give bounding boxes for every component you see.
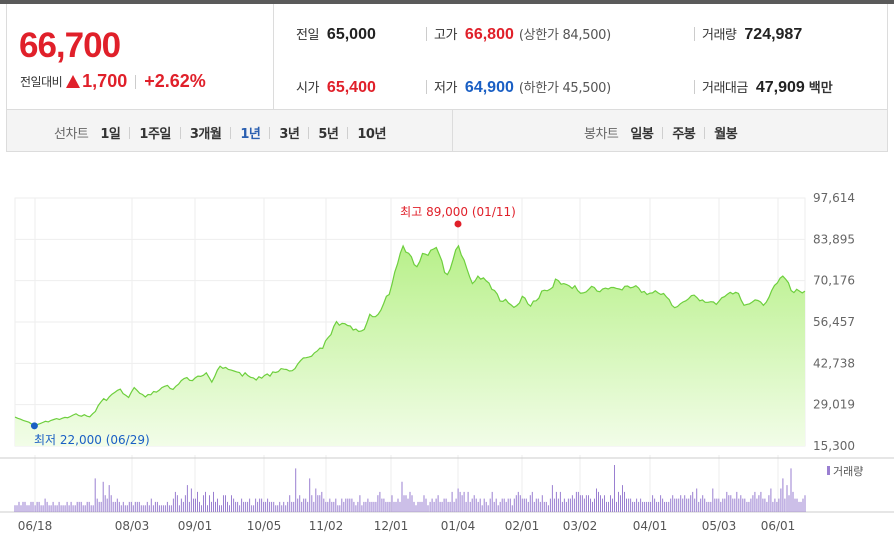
change-value: 1,700 xyxy=(82,71,128,91)
open-label: 시가 xyxy=(296,81,319,96)
open-value: 65,400 xyxy=(326,79,376,96)
y-tick-label: 56,457 xyxy=(813,315,855,329)
lower-limit: (하한가 45,500) xyxy=(518,81,611,96)
change-label: 전일대비 xyxy=(20,75,63,89)
period-button-3[interactable]: 1년 xyxy=(240,127,261,142)
period-divider xyxy=(347,126,349,139)
candle-button-0[interactable]: 일봉 xyxy=(630,127,654,142)
high-marker-dot xyxy=(454,220,462,228)
amount-value: 47,909 xyxy=(755,79,805,96)
y-tick-label: 15,300 xyxy=(813,439,855,453)
x-tick-label: 05/03 xyxy=(702,519,737,533)
y-tick-label: 42,738 xyxy=(813,356,855,370)
high-stat: 고가 66,800 (상한가 84,500) xyxy=(434,24,611,44)
line-chart-periods: 선차트 1일 1주일 3개월 1년 3년 5년 10년 xyxy=(54,123,386,142)
volume-legend-label: 거래량 xyxy=(833,465,863,478)
y-tick-label: 70,176 xyxy=(813,274,855,288)
period-divider xyxy=(704,126,706,139)
high-value: 66,800 xyxy=(464,26,514,43)
x-tick-label: 10/05 xyxy=(247,519,282,533)
volume-value: 724,987 xyxy=(744,26,803,43)
price-chart: 97,614 83,895 70,176 56,457 42,738 29,019 15,3… xyxy=(0,191,894,533)
chart-period-bar: 선차트 1일 1주일 3개월 1년 3년 5년 10년 봉차트 일봉 주봉 월봉 xyxy=(6,110,888,152)
x-tick-label: 04/01 xyxy=(633,519,668,533)
x-tick-label: 01/04 xyxy=(441,519,476,533)
price-area xyxy=(15,245,805,446)
stat-divider xyxy=(694,27,695,41)
volume-legend-swatch xyxy=(827,466,830,475)
y-tick-label: 97,614 xyxy=(813,191,855,205)
volume-label: 거래량 xyxy=(702,28,737,43)
high-label: 고가 xyxy=(434,28,457,43)
top-border xyxy=(0,0,894,4)
x-tick-label: 06/01 xyxy=(761,519,796,533)
candle-button-2[interactable]: 월봉 xyxy=(714,127,738,142)
period-divider xyxy=(269,126,271,139)
amount-unit: 백만 xyxy=(808,81,833,96)
open-stat: 시가 65,400 xyxy=(296,77,376,97)
quote-summary: 66,700 전일대비 1,700 +2.62% 전일 65,000 고가 66… xyxy=(6,4,888,110)
period-button-0[interactable]: 1일 xyxy=(100,127,121,142)
x-tick-label: 06/18 xyxy=(18,519,53,533)
up-arrow-icon xyxy=(66,75,81,88)
x-tick-label: 12/01 xyxy=(374,519,409,533)
x-tick-label: 09/01 xyxy=(178,519,213,533)
prev-close-stat: 전일 65,000 xyxy=(296,24,376,44)
current-price: 66,700 xyxy=(19,26,121,65)
low-value: 64,900 xyxy=(464,79,514,96)
period-divider xyxy=(308,126,310,139)
x-tick-label: 03/02 xyxy=(563,519,598,533)
period-button-2[interactable]: 3개월 xyxy=(189,127,222,142)
x-tick-label: 02/01 xyxy=(505,519,540,533)
stat-divider xyxy=(426,80,427,94)
change-percent: +2.62% xyxy=(144,71,206,91)
stat-divider xyxy=(426,27,427,41)
upper-limit: (상한가 84,500) xyxy=(518,28,611,43)
x-tick-label: 11/02 xyxy=(309,519,344,533)
period-button-5[interactable]: 5년 xyxy=(318,127,339,142)
low-stat: 저가 64,900 (하한가 45,500) xyxy=(434,77,611,97)
candle-chart-label: 봉차트 xyxy=(584,127,619,142)
prev-close-label: 전일 xyxy=(296,28,319,43)
change-divider xyxy=(135,74,137,89)
price-line xyxy=(14,244,806,427)
amount-label: 거래대금 xyxy=(702,81,748,96)
amount-stat: 거래대금 47,909 백만 xyxy=(702,77,833,97)
low-marker-label: 최저 22,000 (06/29) xyxy=(34,433,150,447)
stat-divider xyxy=(694,80,695,94)
period-divider xyxy=(179,126,181,139)
prev-close-value: 65,000 xyxy=(326,26,376,43)
line-chart-label: 선차트 xyxy=(54,127,89,142)
price-cell: 66,700 전일대비 1,700 +2.62% xyxy=(7,4,274,110)
y-tick-label: 29,019 xyxy=(813,398,855,412)
period-button-6[interactable]: 10년 xyxy=(357,127,386,142)
y-tick-label: 83,895 xyxy=(813,232,855,246)
candle-button-1[interactable]: 주봉 xyxy=(672,127,696,142)
period-button-4[interactable]: 3년 xyxy=(279,127,300,142)
x-tick-label: 08/03 xyxy=(115,519,150,533)
candle-chart-periods: 봉차트 일봉 주봉 월봉 xyxy=(584,123,738,142)
low-marker-dot xyxy=(30,422,38,430)
period-button-1[interactable]: 1주일 xyxy=(139,127,171,142)
change-row: 전일대비 1,700 +2.62% xyxy=(20,71,206,92)
low-label: 저가 xyxy=(434,81,457,96)
period-divider xyxy=(129,126,131,139)
volume-stat: 거래량 724,987 xyxy=(702,24,802,44)
period-divider xyxy=(662,126,664,139)
period-divider xyxy=(230,126,232,139)
period-bar-divider xyxy=(452,110,453,151)
high-marker-label: 최고 89,000 (01/11) xyxy=(400,205,516,219)
